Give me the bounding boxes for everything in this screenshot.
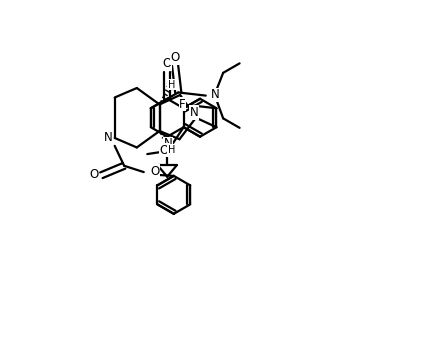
Text: H: H: [168, 80, 175, 90]
Text: F: F: [179, 98, 186, 111]
Text: O: O: [150, 165, 159, 178]
Text: N: N: [104, 131, 112, 144]
Text: O: O: [160, 143, 169, 156]
Text: H: H: [168, 145, 175, 155]
Text: O: O: [89, 168, 98, 181]
Text: O: O: [163, 57, 172, 70]
Text: N: N: [190, 106, 198, 119]
Text: N: N: [211, 88, 220, 101]
Text: O: O: [170, 51, 180, 64]
Text: N: N: [164, 137, 172, 150]
